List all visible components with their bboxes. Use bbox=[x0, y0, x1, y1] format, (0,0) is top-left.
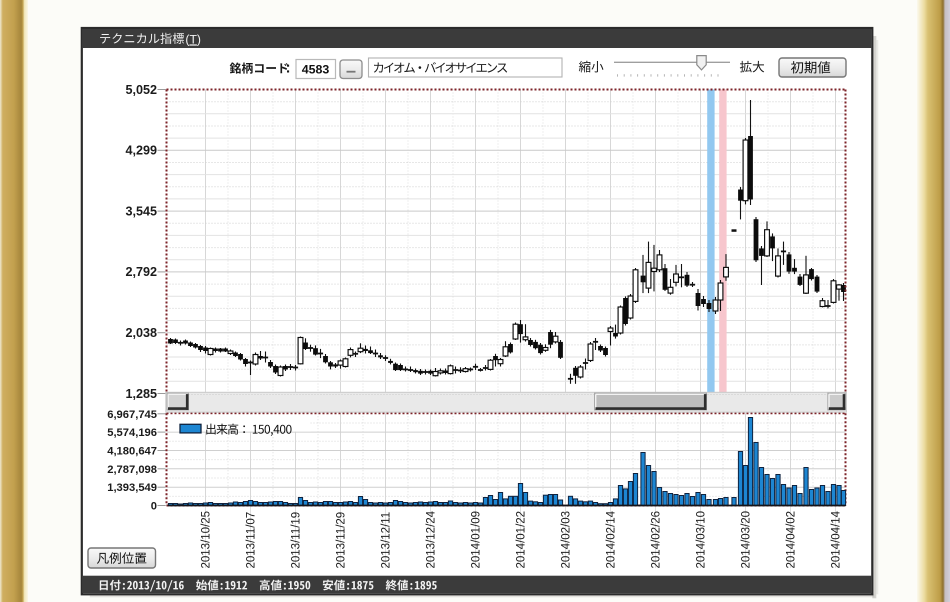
svg-text:4,180,647: 4,180,647 bbox=[107, 446, 157, 458]
svg-text:2014/01/09: 2014/01/09 bbox=[471, 511, 483, 569]
svg-text:2013/11/29: 2013/11/29 bbox=[336, 512, 348, 569]
svg-text:2014/02/14: 2014/02/14 bbox=[606, 510, 618, 568]
svg-text:2014/04/14: 2014/04/14 bbox=[831, 510, 843, 568]
svg-text:2013/12/11: 2013/12/11 bbox=[381, 512, 393, 569]
svg-text:2013/12/24: 2013/12/24 bbox=[426, 510, 438, 568]
svg-text:4583: 4583 bbox=[302, 63, 330, 77]
svg-text:2,038: 2,038 bbox=[125, 326, 157, 340]
svg-text:(T): (T) bbox=[185, 32, 201, 46]
svg-text:1,393,549: 1,393,549 bbox=[107, 482, 157, 494]
svg-text:2014/03/10: 2014/03/10 bbox=[696, 511, 708, 569]
svg-text:5,052: 5,052 bbox=[125, 83, 157, 97]
svg-text:2,787,098: 2,787,098 bbox=[107, 464, 157, 476]
svg-text:4,299: 4,299 bbox=[125, 144, 157, 158]
svg-text:3,545: 3,545 bbox=[125, 204, 157, 218]
svg-text:1,285: 1,285 bbox=[125, 387, 157, 401]
svg-text:5,574,196: 5,574,196 bbox=[107, 427, 157, 439]
svg-text:2,792: 2,792 bbox=[125, 265, 157, 279]
svg-text:2014/02/26: 2014/02/26 bbox=[651, 511, 663, 569]
svg-text:6,967,745: 6,967,745 bbox=[107, 409, 157, 421]
svg-text:2014/01/22: 2014/01/22 bbox=[516, 511, 528, 569]
svg-text:2013/10/25: 2013/10/25 bbox=[201, 511, 213, 569]
svg-text:2013/11/07: 2013/11/07 bbox=[246, 512, 258, 569]
svg-text:2014/04/02: 2014/04/02 bbox=[786, 511, 798, 569]
svg-text:2013/11/19: 2013/11/19 bbox=[291, 512, 303, 569]
svg-text:0: 0 bbox=[151, 501, 157, 513]
svg-text:2014/03/20: 2014/03/20 bbox=[741, 511, 753, 569]
svg-text:2014/02/03: 2014/02/03 bbox=[561, 511, 573, 569]
